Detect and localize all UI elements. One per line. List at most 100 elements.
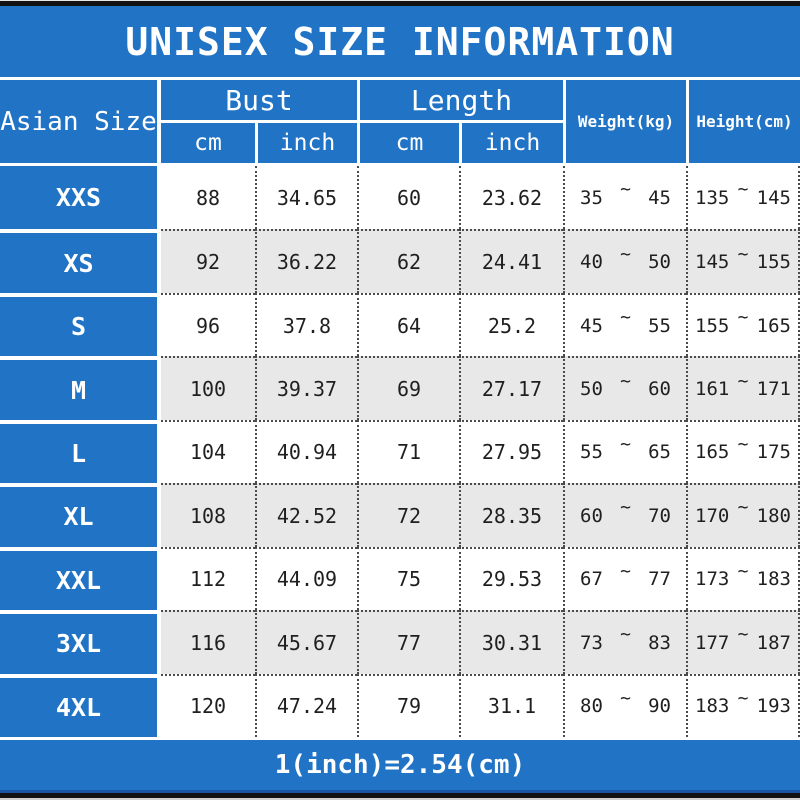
header-asian-size: Asian Size xyxy=(0,80,161,163)
length-inch-value: 27.95 xyxy=(459,419,563,484)
header-length-inch: inch xyxy=(459,123,563,163)
bust-inch-value: 37.8 xyxy=(255,292,357,357)
header-height: Height(cm) xyxy=(686,80,800,163)
tilde-glyph: ~ xyxy=(737,243,749,265)
divider xyxy=(0,163,800,166)
height-max: 155 xyxy=(756,251,791,274)
height-min: 170 xyxy=(695,504,730,527)
height-max: 145 xyxy=(756,186,791,209)
footer-bar: 1(inch)=2.54(cm) xyxy=(0,740,800,793)
tilde-glyph: ~ xyxy=(737,687,749,709)
header-bust-subrow: cm inch xyxy=(161,123,357,163)
bust-cm-value: 116 xyxy=(161,610,255,674)
bust-inch-value: 42.52 xyxy=(255,483,357,547)
weight-max: 45 xyxy=(648,186,671,209)
size-label: M xyxy=(0,356,161,420)
weight-max: 55 xyxy=(648,314,671,337)
weight-max: 83 xyxy=(648,631,671,654)
weight-min: 55 xyxy=(580,441,603,464)
header-group-length: Length cm inch xyxy=(357,80,563,163)
length-cm-value: 64 xyxy=(357,292,459,357)
tilde-glyph: ~ xyxy=(620,560,631,582)
bust-cm-value: 100 xyxy=(161,356,255,420)
header-length-cm: cm xyxy=(395,130,424,156)
height-max: 193 xyxy=(756,695,791,718)
size-label: XS xyxy=(0,229,161,293)
tilde-glyph: ~ xyxy=(737,497,749,519)
bust-cm-value: 96 xyxy=(161,292,255,357)
bust-inch-value: 39.37 xyxy=(255,356,357,420)
height-max: 183 xyxy=(756,568,791,591)
length-inch-value: 31.1 xyxy=(459,673,563,737)
length-cm-value: 60 xyxy=(357,166,459,230)
bust-inch-value: 47.24 xyxy=(255,673,357,737)
page-title: UNISEX SIZE INFORMATION xyxy=(125,19,675,64)
tilde-glyph: ~ xyxy=(620,179,631,201)
header-length-subrow: cm inch xyxy=(360,123,563,163)
table-row-xxl: XXL 112 44.09 75 29.53 67 ~ 77 173 ~ 183 xyxy=(0,546,800,611)
length-inch-value: 27.17 xyxy=(459,356,563,420)
height-min: 183 xyxy=(695,695,730,718)
tilde-glyph: ~ xyxy=(620,307,631,329)
bust-cm-value: 120 xyxy=(161,673,255,737)
tilde-glyph: ~ xyxy=(620,433,631,455)
height-min: 165 xyxy=(695,441,730,464)
conversion-note: 1(inch)=2.54(cm) xyxy=(274,750,526,780)
weight-min: 45 xyxy=(580,314,603,337)
size-label: XL xyxy=(0,483,161,547)
weight-min: 80 xyxy=(580,695,603,718)
weight-min: 50 xyxy=(580,378,603,401)
header-bust-inch: inch xyxy=(255,123,357,163)
height-range: 155 ~ 165 xyxy=(686,292,800,357)
table-row-xl: XL 108 42.52 72 28.35 60 ~ 70 170 ~ 180 xyxy=(0,483,800,547)
weight-max: 70 xyxy=(648,504,671,527)
height-min: 145 xyxy=(695,251,730,274)
bust-inch-value: 36.22 xyxy=(255,229,357,293)
length-cm-value: 75 xyxy=(357,546,459,611)
weight-max: 65 xyxy=(648,441,671,464)
height-min: 177 xyxy=(695,631,730,654)
weight-min: 73 xyxy=(580,631,603,654)
table-row-xs: XS 92 36.22 62 24.41 40 ~ 50 145 ~ 155 xyxy=(0,229,800,293)
divider xyxy=(0,737,800,740)
height-range: 165 ~ 175 xyxy=(686,419,800,484)
tilde-glyph: ~ xyxy=(737,370,749,392)
tilde-glyph: ~ xyxy=(620,370,631,392)
table-row-s: S 96 37.8 64 25.2 45 ~ 55 155 ~ 165 xyxy=(0,292,800,357)
header-bust-cm: cm xyxy=(194,130,222,156)
bust-inch-value: 45.67 xyxy=(255,610,357,674)
table-row-3xl: 3XL 116 45.67 77 30.31 73 ~ 83 177 ~ 187 xyxy=(0,610,800,674)
weight-min: 35 xyxy=(580,186,603,209)
weight-max: 90 xyxy=(648,695,671,718)
height-min: 135 xyxy=(695,186,730,209)
length-cm-value: 72 xyxy=(357,483,459,547)
length-inch-value: 30.31 xyxy=(459,610,563,674)
height-range: 173 ~ 183 xyxy=(686,546,800,611)
top-border-bar xyxy=(0,0,800,6)
weight-range: 73 ~ 83 xyxy=(563,610,686,674)
weight-max: 50 xyxy=(648,251,671,274)
weight-range: 55 ~ 65 xyxy=(563,419,686,484)
length-inch-value: 24.41 xyxy=(459,229,563,293)
length-cm-value: 77 xyxy=(357,610,459,674)
header-group-bust: Bust cm inch xyxy=(161,80,357,163)
header-weight: Weight(kg) xyxy=(563,80,686,163)
size-label: XXS xyxy=(0,166,161,230)
length-inch-value: 25.2 xyxy=(459,292,563,357)
height-range: 170 ~ 180 xyxy=(686,483,800,547)
size-label: S xyxy=(0,292,161,357)
table-row-m: M 100 39.37 69 27.17 50 ~ 60 161 ~ 171 xyxy=(0,356,800,420)
height-range: 145 ~ 155 xyxy=(686,229,800,293)
table-row-l: L 104 40.94 71 27.95 55 ~ 65 165 ~ 175 xyxy=(0,419,800,484)
height-min: 173 xyxy=(695,568,730,591)
length-inch-value: 28.35 xyxy=(459,483,563,547)
height-max: 165 xyxy=(756,314,791,337)
length-cm-value: 79 xyxy=(357,673,459,737)
weight-max: 77 xyxy=(648,568,671,591)
height-range: 161 ~ 171 xyxy=(686,356,800,420)
height-max: 171 xyxy=(756,378,791,401)
height-range: 183 ~ 193 xyxy=(686,673,800,737)
header-length-label: Length xyxy=(360,80,563,123)
size-label: L xyxy=(0,419,161,484)
tilde-glyph: ~ xyxy=(620,497,631,519)
